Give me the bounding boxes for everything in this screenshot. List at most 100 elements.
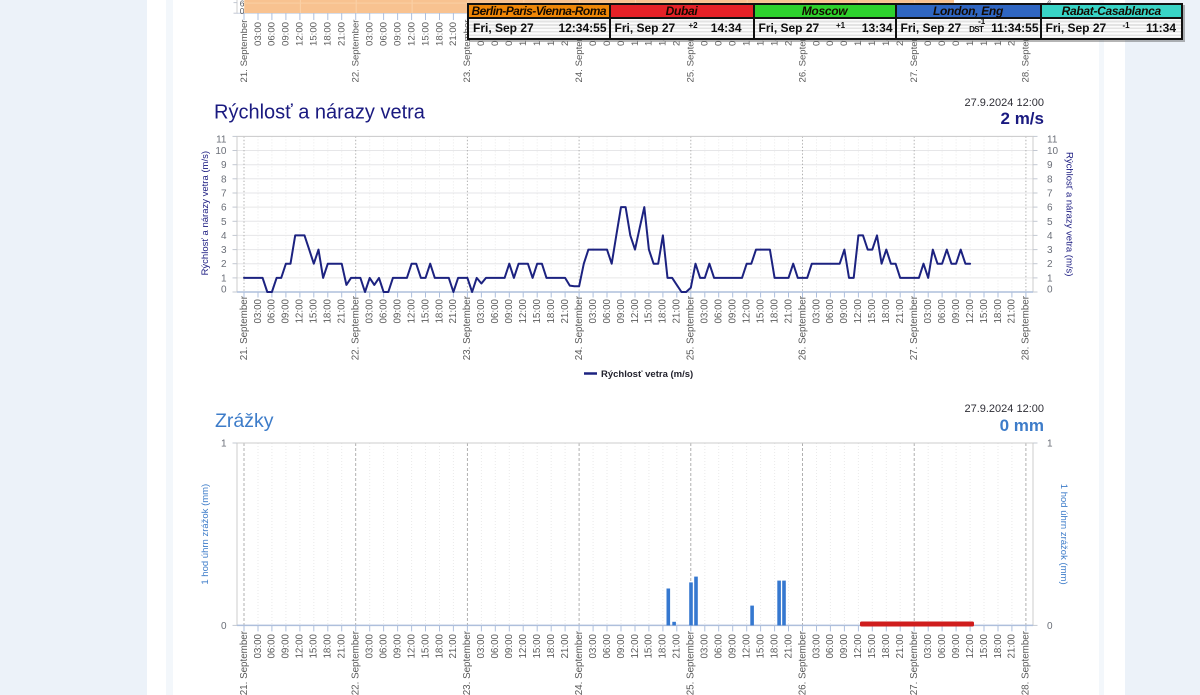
svg-text:24. September: 24. September xyxy=(574,630,585,695)
svg-text:27.9.2024 12:00: 27.9.2024 12:00 xyxy=(964,403,1044,415)
svg-text:10: 10 xyxy=(1047,146,1059,157)
svg-text:8: 8 xyxy=(221,174,227,185)
svg-text:11: 11 xyxy=(1047,135,1058,146)
svg-text:15:00: 15:00 xyxy=(755,298,766,323)
svg-text:15:00: 15:00 xyxy=(867,633,878,658)
svg-text:03:00: 03:00 xyxy=(365,633,376,658)
svg-text:15:00: 15:00 xyxy=(420,22,431,46)
svg-text:09:00: 09:00 xyxy=(951,633,962,658)
svg-text:03:00: 03:00 xyxy=(253,22,264,46)
svg-text:09:00: 09:00 xyxy=(281,22,292,46)
svg-text:15:00: 15:00 xyxy=(420,633,431,658)
svg-text:Rýchlosť a nárazy vetra (m/s): Rýchlosť a nárazy vetra (m/s) xyxy=(1064,152,1075,276)
svg-text:0: 0 xyxy=(240,6,245,16)
svg-text:06:00: 06:00 xyxy=(825,633,836,658)
svg-text:03:00: 03:00 xyxy=(588,633,599,658)
svg-text:12:00: 12:00 xyxy=(965,298,976,323)
svg-text:06:00: 06:00 xyxy=(714,298,725,323)
svg-text:15:00: 15:00 xyxy=(532,633,543,658)
svg-text:12:00: 12:00 xyxy=(295,22,306,46)
svg-text:15:00: 15:00 xyxy=(532,298,543,323)
svg-text:27. September: 27. September xyxy=(909,19,920,83)
svg-text:1 hod úhrn zrážok (mm): 1 hod úhrn zrážok (mm) xyxy=(1058,484,1069,585)
svg-text:03:00: 03:00 xyxy=(700,633,711,658)
svg-text:1: 1 xyxy=(221,439,227,450)
svg-text:21:00: 21:00 xyxy=(1007,298,1018,323)
svg-text:23. September: 23. September xyxy=(462,295,473,360)
svg-text:06:00: 06:00 xyxy=(602,633,613,658)
svg-text:06:00: 06:00 xyxy=(490,298,501,323)
svg-text:23. September: 23. September xyxy=(462,630,473,695)
svg-text:0: 0 xyxy=(221,285,227,296)
svg-text:03:00: 03:00 xyxy=(476,633,487,658)
svg-text:03:00: 03:00 xyxy=(923,633,934,658)
svg-text:24. September: 24. September xyxy=(574,19,585,83)
svg-text:06:00: 06:00 xyxy=(937,298,948,323)
svg-text:21:00: 21:00 xyxy=(337,22,348,46)
svg-text:27. September: 27. September xyxy=(909,630,920,695)
svg-text:12:00: 12:00 xyxy=(741,633,752,658)
svg-text:21:00: 21:00 xyxy=(560,298,571,323)
svg-text:2: 2 xyxy=(221,259,227,270)
svg-text:0: 0 xyxy=(221,621,227,632)
svg-text:21. September: 21. September xyxy=(239,19,250,83)
svg-text:12:00: 12:00 xyxy=(965,633,976,658)
svg-text:9: 9 xyxy=(221,160,227,171)
svg-text:26. September: 26. September xyxy=(797,630,808,695)
svg-text:03:00: 03:00 xyxy=(811,633,822,658)
svg-text:5: 5 xyxy=(221,217,227,228)
svg-text:18:00: 18:00 xyxy=(434,633,445,658)
svg-text:09:00: 09:00 xyxy=(281,298,292,323)
svg-text:21. September: 21. September xyxy=(239,295,250,360)
svg-text:15:00: 15:00 xyxy=(644,298,655,323)
svg-text:2: 2 xyxy=(1047,259,1053,270)
svg-text:25. September: 25. September xyxy=(686,19,697,83)
svg-text:28. September: 28. September xyxy=(1021,630,1032,695)
svg-text:21:00: 21:00 xyxy=(1007,633,1018,658)
svg-text:Rýchlosť a nárazy vetra (m/s): Rýchlosť a nárazy vetra (m/s) xyxy=(200,151,211,275)
svg-text:09:00: 09:00 xyxy=(728,633,739,658)
svg-text:10: 10 xyxy=(215,146,227,157)
svg-text:03:00: 03:00 xyxy=(253,298,264,323)
svg-text:18:00: 18:00 xyxy=(323,22,334,46)
svg-text:0 mm: 0 mm xyxy=(1000,416,1044,435)
svg-text:21:00: 21:00 xyxy=(783,633,794,658)
svg-text:21:00: 21:00 xyxy=(448,633,459,658)
svg-text:1: 1 xyxy=(1047,273,1053,284)
svg-text:15:00: 15:00 xyxy=(309,298,320,323)
svg-text:18:00: 18:00 xyxy=(881,298,892,323)
svg-text:18:00: 18:00 xyxy=(658,633,669,658)
svg-text:26. September: 26. September xyxy=(797,19,808,83)
svg-text:06:00: 06:00 xyxy=(267,633,278,658)
svg-text:0: 0 xyxy=(1047,621,1053,632)
svg-text:4: 4 xyxy=(221,231,227,242)
svg-text:12:00: 12:00 xyxy=(295,298,306,323)
svg-text:18:00: 18:00 xyxy=(323,633,334,658)
svg-text:3: 3 xyxy=(221,245,227,256)
svg-text:21:00: 21:00 xyxy=(560,633,571,658)
svg-text:03:00: 03:00 xyxy=(923,298,934,323)
svg-text:21:00: 21:00 xyxy=(448,298,459,323)
svg-text:21:00: 21:00 xyxy=(337,298,348,323)
svg-text:0: 0 xyxy=(1047,285,1053,296)
svg-text:09:00: 09:00 xyxy=(616,633,627,658)
svg-text:21:00: 21:00 xyxy=(783,298,794,323)
svg-text:25. September: 25. September xyxy=(686,295,697,360)
svg-text:6: 6 xyxy=(221,203,227,214)
svg-text:18:00: 18:00 xyxy=(993,633,1004,658)
svg-text:15:00: 15:00 xyxy=(309,633,320,658)
svg-text:24. September: 24. September xyxy=(574,295,585,360)
svg-text:12:00: 12:00 xyxy=(853,633,864,658)
svg-text:06:00: 06:00 xyxy=(378,22,389,46)
svg-text:6: 6 xyxy=(1047,203,1053,214)
svg-text:21:00: 21:00 xyxy=(448,22,459,46)
svg-text:09:00: 09:00 xyxy=(392,22,403,46)
svg-text:22. September: 22. September xyxy=(351,295,362,360)
svg-text:25. September: 25. September xyxy=(686,630,697,695)
svg-text:18:00: 18:00 xyxy=(323,298,334,323)
svg-text:09:00: 09:00 xyxy=(392,298,403,323)
svg-text:7: 7 xyxy=(1047,189,1053,200)
svg-text:1: 1 xyxy=(1047,439,1053,450)
svg-text:06:00: 06:00 xyxy=(378,633,389,658)
svg-text:12:00: 12:00 xyxy=(406,633,417,658)
